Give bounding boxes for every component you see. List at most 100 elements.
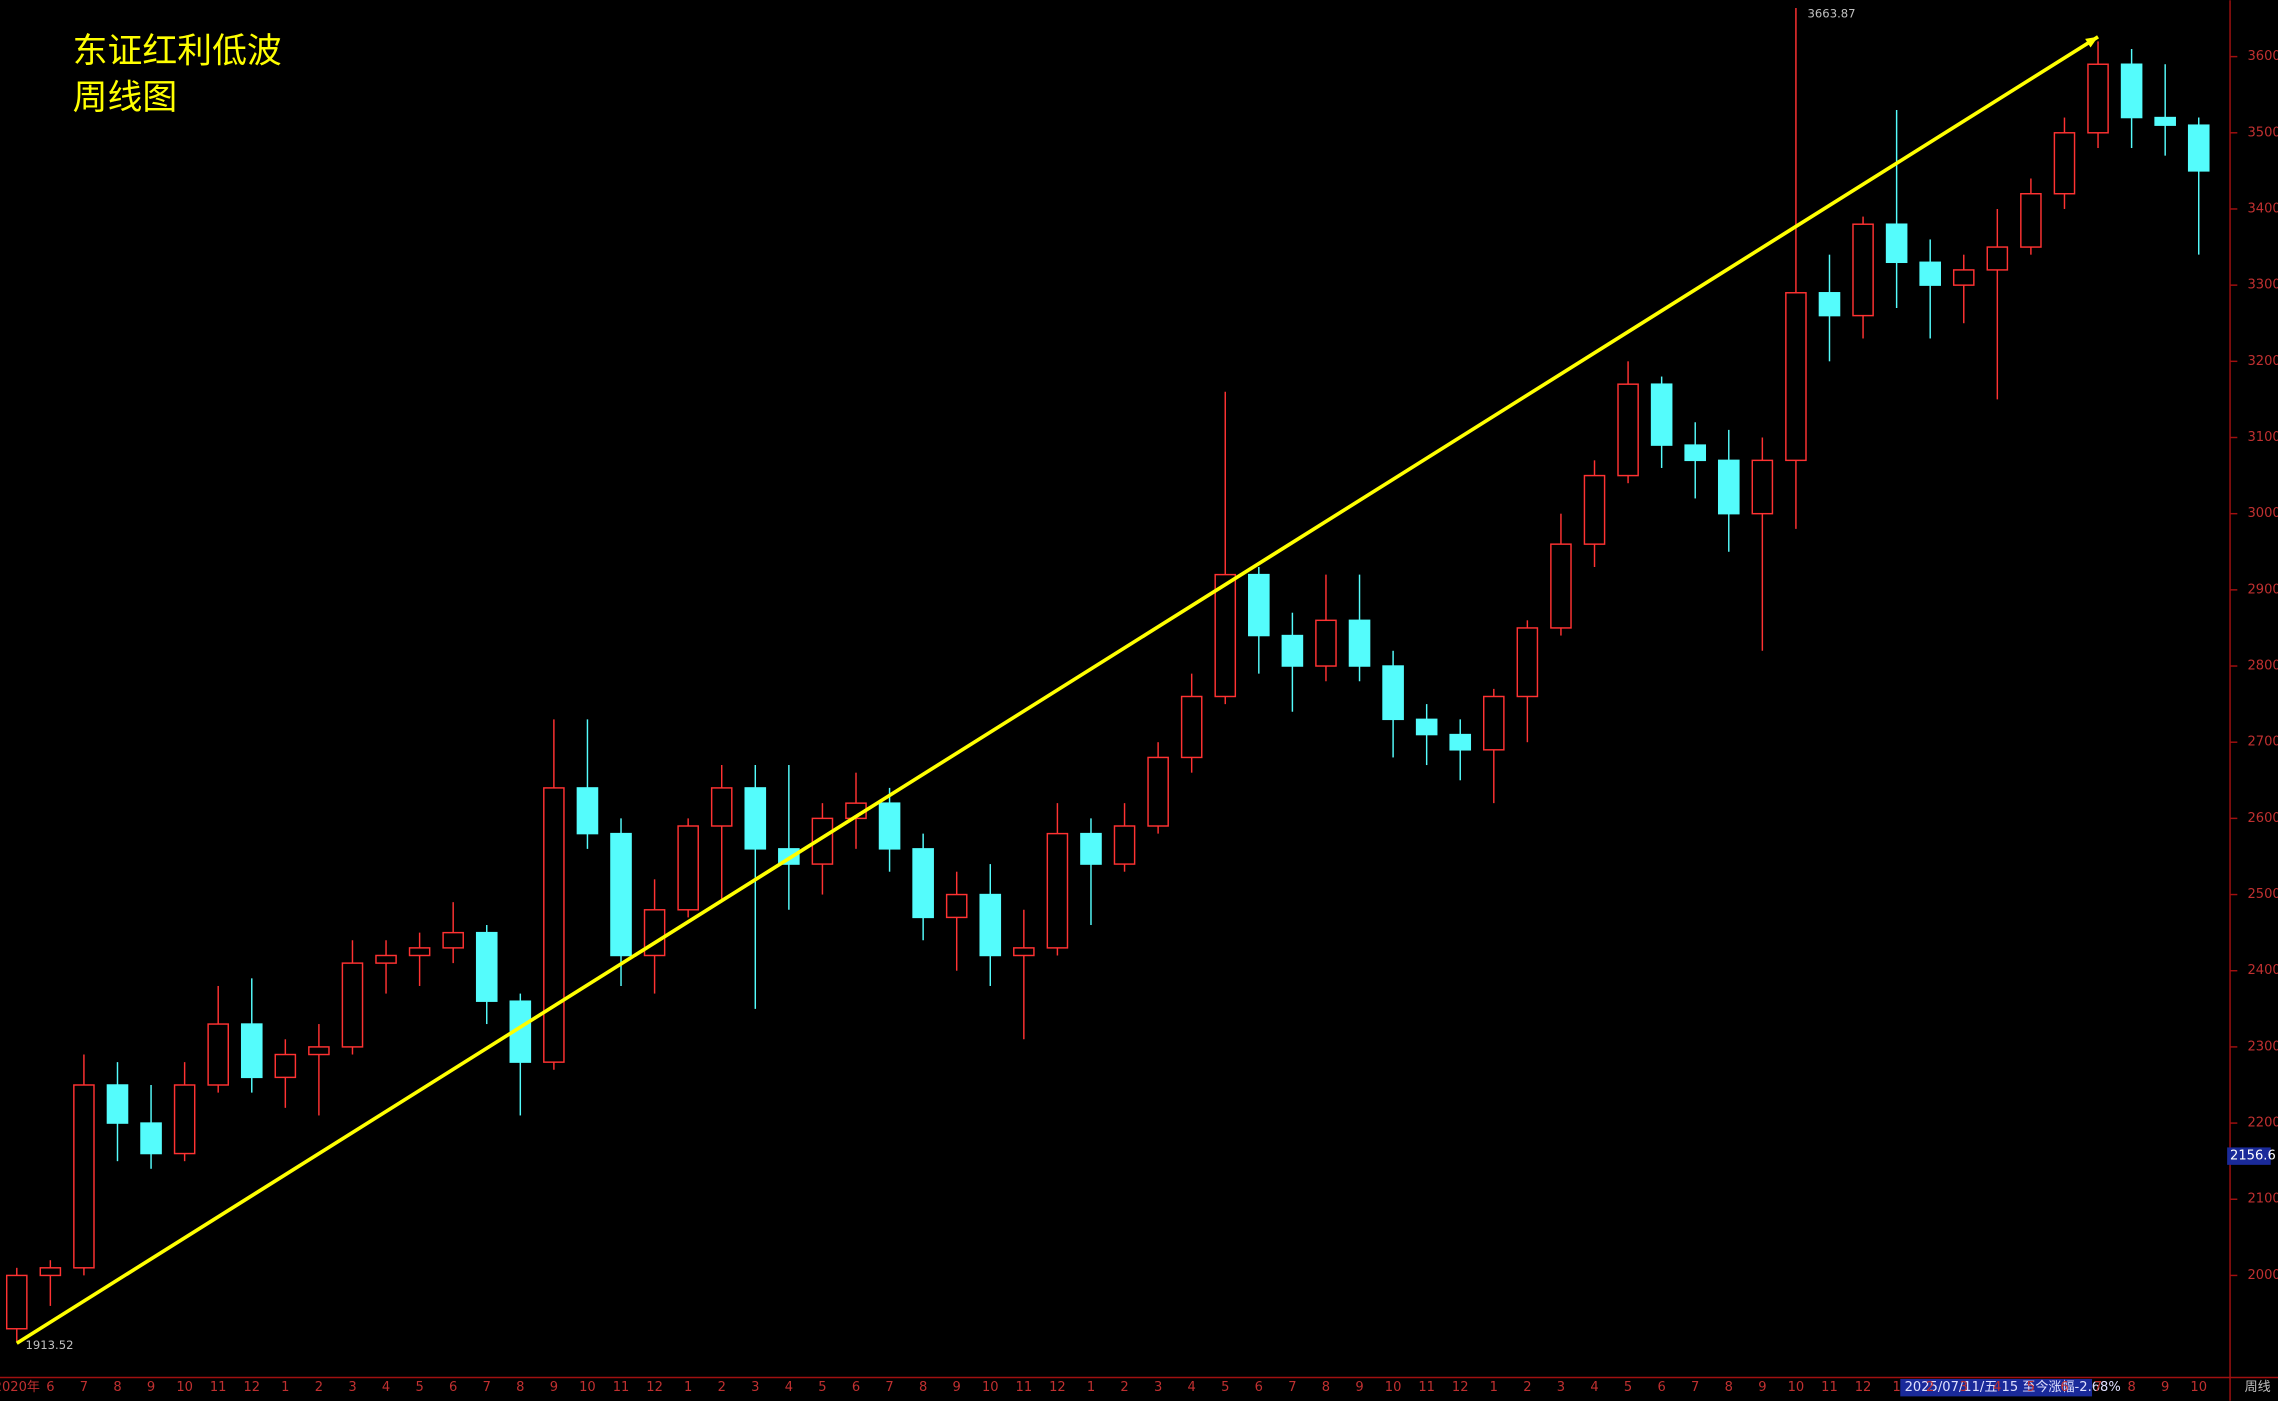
x-tick-label: 12: [243, 1380, 260, 1395]
x-tick-label: 10: [579, 1380, 596, 1395]
candle-body: [1785, 292, 1807, 462]
candle-body: [1852, 223, 1874, 317]
candle-body: [106, 1084, 129, 1124]
x-tick-label: 5: [415, 1380, 423, 1395]
x-tick-label: 8: [2127, 1380, 2135, 1395]
candle-body: [744, 787, 767, 850]
y-tick-label: 3300: [2247, 278, 2278, 293]
x-tick-label: 12: [1452, 1380, 1469, 1395]
candle-body: [1617, 383, 1639, 477]
candle-body: [408, 947, 431, 957]
candle-body: [1214, 573, 1237, 698]
y-tick-label: 3000: [2247, 506, 2278, 521]
x-tick-label: 10: [982, 1380, 999, 1395]
x-tick-label: 1: [1892, 1380, 1900, 1395]
x-tick-label: 10: [1788, 1380, 1805, 1395]
x-tick-label: 12: [1049, 1380, 1066, 1395]
price-marker-label: 2156.6: [2230, 1149, 2276, 1164]
candle-body: [2154, 116, 2176, 126]
x-tick-label: 5: [818, 1380, 826, 1395]
trend-line: [15, 35, 2100, 1345]
x-tick-label: 4: [1993, 1380, 2001, 1395]
x-tick-label: 6: [1657, 1380, 1665, 1395]
candle-body: [2020, 193, 2042, 248]
y-tick-label: 3400: [2247, 201, 2278, 216]
candle-body: [1147, 756, 1169, 827]
x-tick-label: 11: [210, 1380, 227, 1395]
candle-body: [677, 825, 699, 911]
candle-body: [1583, 474, 1606, 545]
y-tick-label: 3600: [2247, 49, 2278, 64]
candle-body: [2187, 124, 2210, 172]
y-tick-label: 2900: [2247, 582, 2278, 597]
candle-body: [308, 1046, 330, 1056]
candle-body: [1550, 543, 1572, 629]
x-tick-label: 9: [1355, 1380, 1363, 1395]
candle-body: [1415, 718, 1438, 736]
x-tick-label: 4: [1590, 1380, 1598, 1395]
x-tick-label: 8: [1725, 1380, 1733, 1395]
candle-body: [1180, 695, 1203, 759]
candle-body: [73, 1084, 95, 1269]
candle-body: [1650, 383, 1673, 446]
candle-body: [1684, 444, 1707, 462]
x-tick-label: 8: [516, 1380, 524, 1395]
x-tick-label: 1: [281, 1380, 289, 1395]
y-tick-label: 2200: [2247, 1116, 2278, 1131]
x-tick-label: 2: [718, 1380, 726, 1395]
candle-body: [2120, 63, 2143, 119]
y-tick-label: 2300: [2247, 1039, 2278, 1054]
x-tick-label: 6: [46, 1380, 54, 1395]
x-tick-label: 6: [852, 1380, 860, 1395]
x-tick-label: 9: [550, 1380, 558, 1395]
x-tick-label: 5: [1624, 1380, 1632, 1395]
candle-body: [1751, 459, 1774, 515]
x-tick-label: 12: [1855, 1380, 1872, 1395]
x-tick-label: 7: [885, 1380, 893, 1395]
candle-body: [576, 787, 599, 835]
x-tick-label: 11: [613, 1380, 630, 1395]
candle-body: [878, 802, 901, 850]
candle-body: [1919, 261, 1941, 286]
y-tick-label: 3200: [2247, 354, 2278, 369]
candle-body: [1046, 832, 1069, 949]
x-tick-label: 7: [80, 1380, 88, 1395]
max-label: 3663.87: [1808, 6, 1856, 20]
x-tick-label: 2: [1926, 1380, 1934, 1395]
price-marker-box: [2227, 1147, 2271, 1165]
x-tick-label: 11: [1821, 1380, 1838, 1395]
candle-body: [979, 893, 1002, 957]
candle-body: [274, 1053, 297, 1079]
y-tick-label: 3500: [2247, 125, 2278, 140]
x-tick-label: 4: [382, 1380, 390, 1395]
candle-body: [39, 1267, 62, 1277]
candle-body: [1449, 733, 1472, 751]
status-box: [1900, 1378, 2093, 1397]
candle-body: [1013, 947, 1035, 957]
x-tick-label: 2: [1120, 1380, 1128, 1395]
x-tick-label: 2: [315, 1380, 323, 1395]
y-tick-label: 2800: [2247, 659, 2278, 674]
x-tick-label: 1: [684, 1380, 692, 1395]
candle-body: [207, 1023, 229, 1086]
x-tick-label: 8: [113, 1380, 121, 1395]
x-tick-label: 1: [1490, 1380, 1498, 1395]
candle-body: [442, 931, 464, 949]
candle-body: [1516, 627, 1539, 698]
x-tick-label: 7: [1691, 1380, 1699, 1395]
y-tick-label: 2500: [2247, 887, 2278, 902]
x-tick-label: 10: [1385, 1380, 1402, 1395]
x-tick-label: 5: [2027, 1380, 2035, 1395]
y-tick-label: 2700: [2247, 735, 2278, 750]
x-tick-label: 10: [2190, 1380, 2207, 1395]
x-tick-label: 1: [1087, 1380, 1095, 1395]
x-tick-label: 6: [449, 1380, 457, 1395]
x-tick-label: 3: [1960, 1380, 1968, 1395]
x-tick-label: 3: [1557, 1380, 1565, 1395]
x-tick-label: 7: [483, 1380, 491, 1395]
candle-body: [341, 962, 364, 1048]
x-tick-label: 9: [2161, 1380, 2169, 1395]
